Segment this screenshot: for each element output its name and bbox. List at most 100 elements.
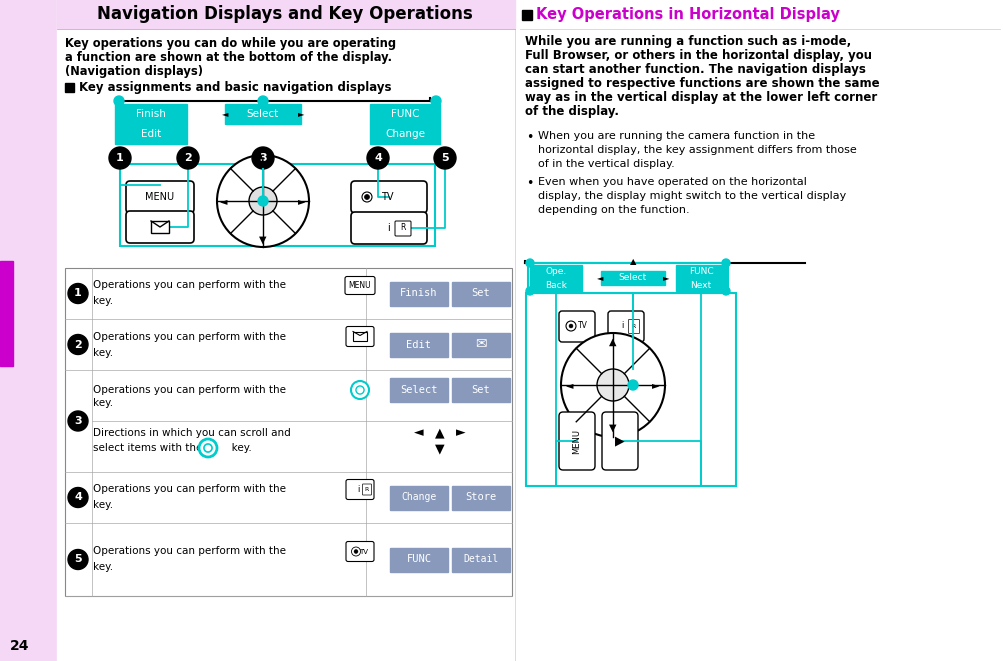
Circle shape [430,96,440,106]
Circle shape [249,187,277,215]
FancyBboxPatch shape [125,211,194,243]
Text: Operations you can perform with the: Operations you can perform with the [93,385,286,395]
FancyBboxPatch shape [394,221,410,236]
Text: 3: 3 [74,416,81,426]
FancyBboxPatch shape [559,311,595,342]
FancyBboxPatch shape [608,311,643,342]
Text: Set: Set [471,288,489,299]
Text: key.: key. [93,563,113,572]
Circle shape [597,369,628,401]
Bar [526,293,735,486]
Circle shape [364,194,369,200]
Bar [389,485,447,510]
Text: of the display.: of the display. [525,104,619,118]
Text: Operations you can perform with the: Operations you can perform with the [93,332,286,342]
Bar [120,164,434,246]
Circle shape [526,287,534,295]
Circle shape [367,147,388,169]
Text: TV: TV [380,192,393,202]
Circle shape [199,439,217,457]
Text: R: R [364,487,369,492]
Text: ▶: ▶ [615,434,624,447]
FancyBboxPatch shape [346,327,374,346]
Text: i: i [387,223,390,233]
Bar [115,104,187,124]
Text: ▲: ▲ [434,426,444,440]
Circle shape [362,192,372,202]
Text: can start another function. The navigation displays: can start another function. The navigati… [525,63,865,75]
Text: Ope.: Ope. [545,268,566,276]
Circle shape [68,549,88,570]
FancyBboxPatch shape [351,181,426,213]
Text: key.: key. [93,348,113,358]
Text: Operations you can perform with the: Operations you can perform with the [93,280,286,290]
Text: 24: 24 [10,639,30,653]
Text: Full Browser, or others in the horizontal display, you: Full Browser, or others in the horizonta… [525,48,872,61]
Text: a function are shown at the bottom of the display.: a function are shown at the bottom of th… [65,50,391,63]
Text: Select: Select [247,109,279,119]
Bar [601,271,664,285]
Text: ▼: ▼ [434,442,444,455]
Text: Operations you can perform with the: Operations you can perform with the [93,547,286,557]
FancyBboxPatch shape [125,181,194,213]
Text: Key assignments and basic navigation displays: Key assignments and basic navigation dis… [79,81,391,95]
Text: 4: 4 [74,492,82,502]
Text: of in the vertical display.: of in the vertical display. [538,159,674,169]
Text: 2: 2 [184,153,192,163]
Text: ►: ► [298,196,306,206]
FancyBboxPatch shape [602,412,637,470]
Text: Back: Back [545,280,567,290]
Text: Edit: Edit [406,340,431,350]
Text: R: R [631,323,636,329]
Text: •: • [526,131,533,144]
Text: ►: ► [662,274,669,282]
Text: way as in the vertical display at the lower left corner: way as in the vertical display at the lo… [525,91,877,104]
Circle shape [627,380,637,390]
Text: ▼: ▼ [259,235,267,245]
Bar [389,332,447,356]
FancyBboxPatch shape [559,412,595,470]
Text: depending on the function.: depending on the function. [538,205,689,215]
Text: MENU: MENU [145,192,175,202]
Bar [530,265,582,278]
Text: i: i [356,485,359,494]
Text: ▲: ▲ [260,95,266,104]
Bar [451,485,510,510]
Text: Directions in which you can scroll and: Directions in which you can scroll and [93,428,291,438]
Text: Next: Next [690,280,711,290]
Text: ►: ► [652,380,659,390]
Text: select items with the         key.: select items with the key. [93,443,252,453]
Text: key.: key. [93,297,113,307]
Bar [0,261,13,366]
FancyBboxPatch shape [362,484,371,495]
Text: ▲: ▲ [609,337,616,347]
Text: TV: TV [359,549,368,555]
Bar [115,124,187,144]
Text: MENU: MENU [572,428,581,453]
Bar [675,265,725,278]
Text: 3: 3 [259,153,267,163]
Text: 5: 5 [74,555,81,564]
Text: 2: 2 [74,340,82,350]
Text: FUNC: FUNC [406,555,431,564]
FancyBboxPatch shape [346,479,374,500]
Text: Finish: Finish [400,288,437,299]
Bar [225,104,301,124]
Text: ◄: ◄ [566,380,573,390]
Text: horizontal display, the key assignment differs from those: horizontal display, the key assignment d… [538,145,856,155]
Text: Key Operations in Horizontal Display: Key Operations in Horizontal Display [536,7,840,22]
Text: Select: Select [618,274,647,282]
Bar [528,263,727,293]
Text: Select: Select [400,385,437,395]
Text: 4: 4 [374,153,381,163]
Text: assigned to respective functions are shown the same: assigned to respective functions are sho… [525,77,879,89]
Circle shape [258,96,268,106]
FancyBboxPatch shape [628,319,639,334]
Text: Operations you can perform with the: Operations you can perform with the [93,485,286,494]
Text: MENU: MENU [348,281,371,290]
Text: Change: Change [401,492,436,502]
Text: Detail: Detail [463,555,498,564]
Bar [675,278,725,291]
Bar [451,547,510,572]
Circle shape [569,324,573,328]
